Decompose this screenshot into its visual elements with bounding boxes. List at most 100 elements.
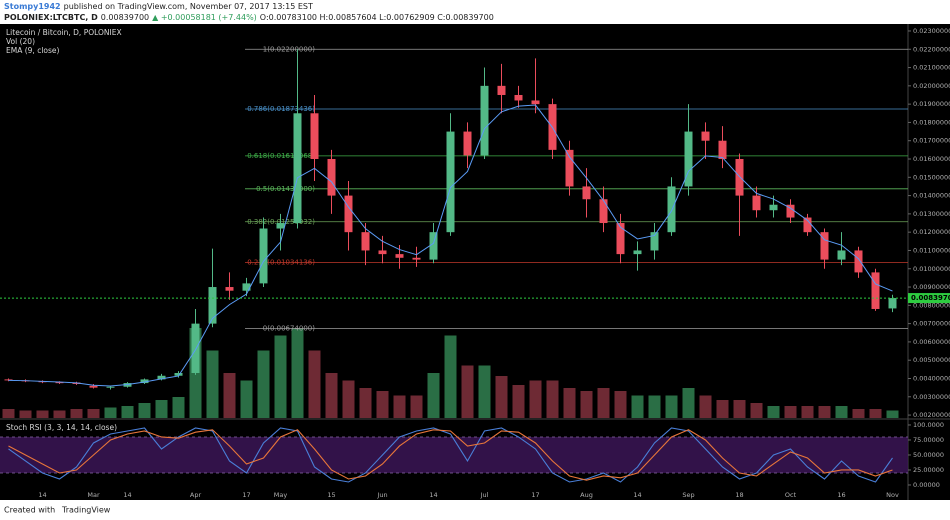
volume-bar [376,391,389,418]
x-tick-label: 16 [837,491,845,499]
x-tick-label: May [274,491,288,499]
y-tick-label: 75.00000 [913,436,944,444]
volume-bar [818,406,831,418]
volume-bar [206,350,219,418]
fib-label: 1(0.02200000) [263,45,315,53]
candle-body [769,204,778,211]
volume-bar [529,380,542,418]
y-tick-label: 0.00900000 [913,283,950,291]
candle-body [412,257,421,260]
volume-bar [240,380,253,418]
candle-body [259,228,268,284]
volume-bar [427,373,440,418]
x-tick-label: 14 [429,491,437,499]
last-price-label: 0.00839700 [911,294,950,302]
candle-body [599,199,608,224]
x-tick-label: Nov [886,491,899,499]
volume-bar [274,335,287,418]
volume-bar [410,395,423,418]
x-tick-label: 15 [327,491,335,499]
header-background [0,0,950,24]
volume-bar [835,406,848,418]
candle-body [803,217,812,233]
fib-label: 0.236(0.01034136) [247,259,315,267]
volume-bar [36,410,49,418]
stoch-line [8,427,893,483]
volume-bar [121,406,134,418]
volume-bar [2,409,15,418]
candle-body [276,223,285,229]
candle-body [616,223,625,255]
stoch-line [8,429,893,481]
y-tick-label: 0.01300000 [913,210,950,218]
candle-body [310,113,319,160]
volume-bar [767,406,780,418]
last-price-box [908,293,950,304]
y-tick-label: 0.01900000 [913,100,950,108]
x-tick-label: Jul [480,491,489,499]
candle-body [89,385,98,388]
footer-brand[interactable]: TradingView [61,506,111,515]
footer-background [0,500,950,520]
y-tick-label: 0.01400000 [913,192,950,200]
candle-body [667,186,676,233]
fib-label: 0.786(0.01873436) [247,105,315,113]
symbol: POLONIEX:LTCBTC, D [4,13,98,22]
chart-background [0,24,950,500]
volume-bar [733,400,746,418]
candle-body [225,287,234,291]
candle-body [463,131,472,156]
candle-body [157,375,166,380]
x-tick-label: 14 [123,491,131,499]
quote-line: POLONIEX:LTCBTC, D 0.00839700 ▲ +0.0005818… [4,13,494,22]
stoch-band [0,436,908,473]
volume-legend: Vol (20) [6,37,35,46]
candle-body [378,250,387,255]
volume-bar [70,409,83,418]
y-tick-label: 0.02100000 [913,64,950,72]
volume-bar [631,395,644,418]
candle-body [497,85,506,95]
y-tick-label: 0.01700000 [913,137,950,145]
candle-body [531,100,540,105]
stoch-title: Stoch RSI (3, 3, 14, 14, close) [6,423,117,432]
y-tick-label: 0.01600000 [913,155,950,163]
volume-bar [257,350,270,418]
x-tick-label: Oct [785,491,797,499]
x-tick-label: 14 [633,491,641,499]
footer-created: Created with [4,506,55,515]
change: ▲ +0.00058181 (+7.44%) [152,13,257,22]
volume-bar [750,403,763,418]
volume-bar [308,350,321,418]
volume-bar [886,410,899,418]
author[interactable]: Stompy1942 [4,2,61,11]
candle-body [174,373,183,376]
y-tick-label: 0.02300000 [913,27,950,35]
y-tick-label: 0.01800000 [913,118,950,126]
candle-body [752,195,761,211]
candle-body [395,254,404,258]
y-tick-label: 0.01100000 [913,246,950,254]
x-tick-label: Sep [682,491,694,499]
volume-bar [784,406,797,418]
volume-bar [699,395,712,418]
candle-body [293,113,302,224]
y-tick-label: 0.00800000 [913,301,950,309]
volume-bar [716,400,729,418]
volume-bar [869,409,882,418]
volume-bar [342,380,355,418]
candle-body [106,386,115,388]
volume-bar [155,400,168,418]
candle-body [854,250,863,273]
x-tick-label: 17 [531,491,539,499]
volume-bar [325,373,338,418]
y-tick-label: 0.02200000 [913,45,950,53]
volume-bar [801,406,814,418]
volume-bar [682,388,695,418]
volume-bar [359,388,372,418]
fib-label: 0(0.00674000) [263,324,315,332]
publish-line: Stompy1942 published on TradingView.com, … [4,2,313,11]
y-tick-label: 0.02000000 [913,82,950,90]
candle-body [786,204,795,218]
